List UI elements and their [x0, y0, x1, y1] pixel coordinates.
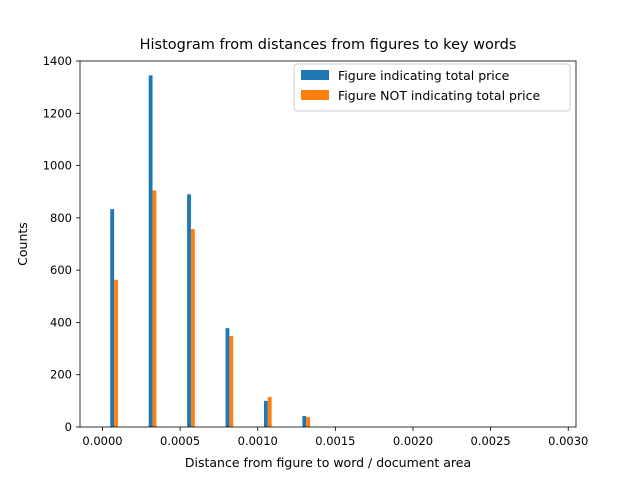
histogram-bar	[148, 75, 153, 427]
y-tick-label: 200	[50, 368, 72, 382]
histogram-bar	[225, 328, 230, 427]
x-tick-label: 0.0005	[160, 434, 200, 448]
legend-label: Figure NOT indicating total price	[338, 88, 540, 103]
histogram-bar	[110, 209, 115, 427]
axes-layer: 0.0000 0.0005 0.0010 0.0015 0.0020 0.0025 0.00…	[43, 54, 589, 448]
x-tick-label: 0.0015	[315, 434, 355, 448]
legend-swatch	[301, 90, 329, 100]
legend-box	[293, 63, 571, 112]
y-tick-label: 1400	[43, 54, 72, 68]
y-tick-label: 1200	[43, 106, 72, 120]
x-tick-label: 0.0030	[548, 434, 588, 448]
x-tick-label: 0.0020	[393, 434, 433, 448]
legend: Figure indicating total price Figure NOT …	[293, 63, 571, 112]
x-tick-label: 0.0025	[470, 434, 510, 448]
histogram-bar	[302, 416, 307, 427]
histogram-bar	[187, 194, 191, 427]
x-tick-label: 0.0000	[82, 434, 122, 448]
y-axis-label: Counts	[15, 222, 30, 266]
plot-frame	[79, 60, 577, 428]
legend-label: Figure indicating total price	[338, 68, 510, 83]
y-tick-label: 0	[65, 420, 72, 434]
histogram-bar	[190, 229, 195, 427]
chart-title: Histogram from distances from figures to…	[140, 37, 517, 53]
histogram-bar	[267, 396, 272, 427]
y-tick-label: 400	[50, 315, 72, 329]
x-tick-label: 0.0010	[238, 434, 278, 448]
y-tick-label: 800	[50, 211, 72, 225]
histogram-bar	[229, 336, 234, 427]
legend-swatch	[301, 70, 329, 80]
y-tick-label: 600	[50, 263, 72, 277]
histogram-bar	[306, 417, 311, 427]
histogram-bar	[152, 190, 157, 427]
histogram-bar	[114, 279, 118, 427]
histogram-bar	[263, 400, 268, 427]
x-axis-label: Distance from figure to word / document …	[185, 455, 471, 470]
y-tick-label: 1000	[43, 159, 72, 173]
bars-layer	[110, 75, 311, 427]
